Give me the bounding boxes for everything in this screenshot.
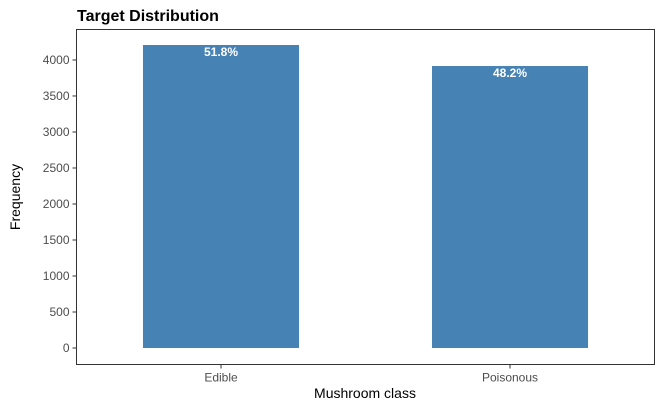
y-tick-label: 1000 <box>43 269 70 283</box>
data-label-poisonous: 48.2% <box>493 66 527 80</box>
x-tick-label: Poisonous <box>482 371 538 385</box>
y-tick-label: 4000 <box>43 53 70 67</box>
y-axis-title: Frequency <box>7 164 23 230</box>
y-tick-label: 0 <box>63 341 70 355</box>
y-tick-label: 1500 <box>43 233 70 247</box>
y-tick-label: 500 <box>49 305 69 319</box>
y-tick-label: 3500 <box>43 89 70 103</box>
bar-poisonous <box>431 66 589 348</box>
bars-group: 51.8% 48.2% <box>142 45 589 348</box>
y-tick-label: 2000 <box>43 197 70 211</box>
x-tick-label: Edible <box>204 371 238 385</box>
bar-edible <box>142 45 300 348</box>
plot-panel-border <box>76 29 655 365</box>
y-tick-label: 3000 <box>43 125 70 139</box>
x-axis-title: Mushroom class <box>314 385 416 401</box>
y-tick-label: 2500 <box>43 161 70 175</box>
chart-title: Target Distribution <box>77 8 219 25</box>
x-axis: Edible Poisonous <box>204 364 538 385</box>
y-axis: 0 500 1000 1500 2000 2500 3000 3500 4000 <box>43 53 77 355</box>
data-label-edible: 51.8% <box>204 45 238 59</box>
